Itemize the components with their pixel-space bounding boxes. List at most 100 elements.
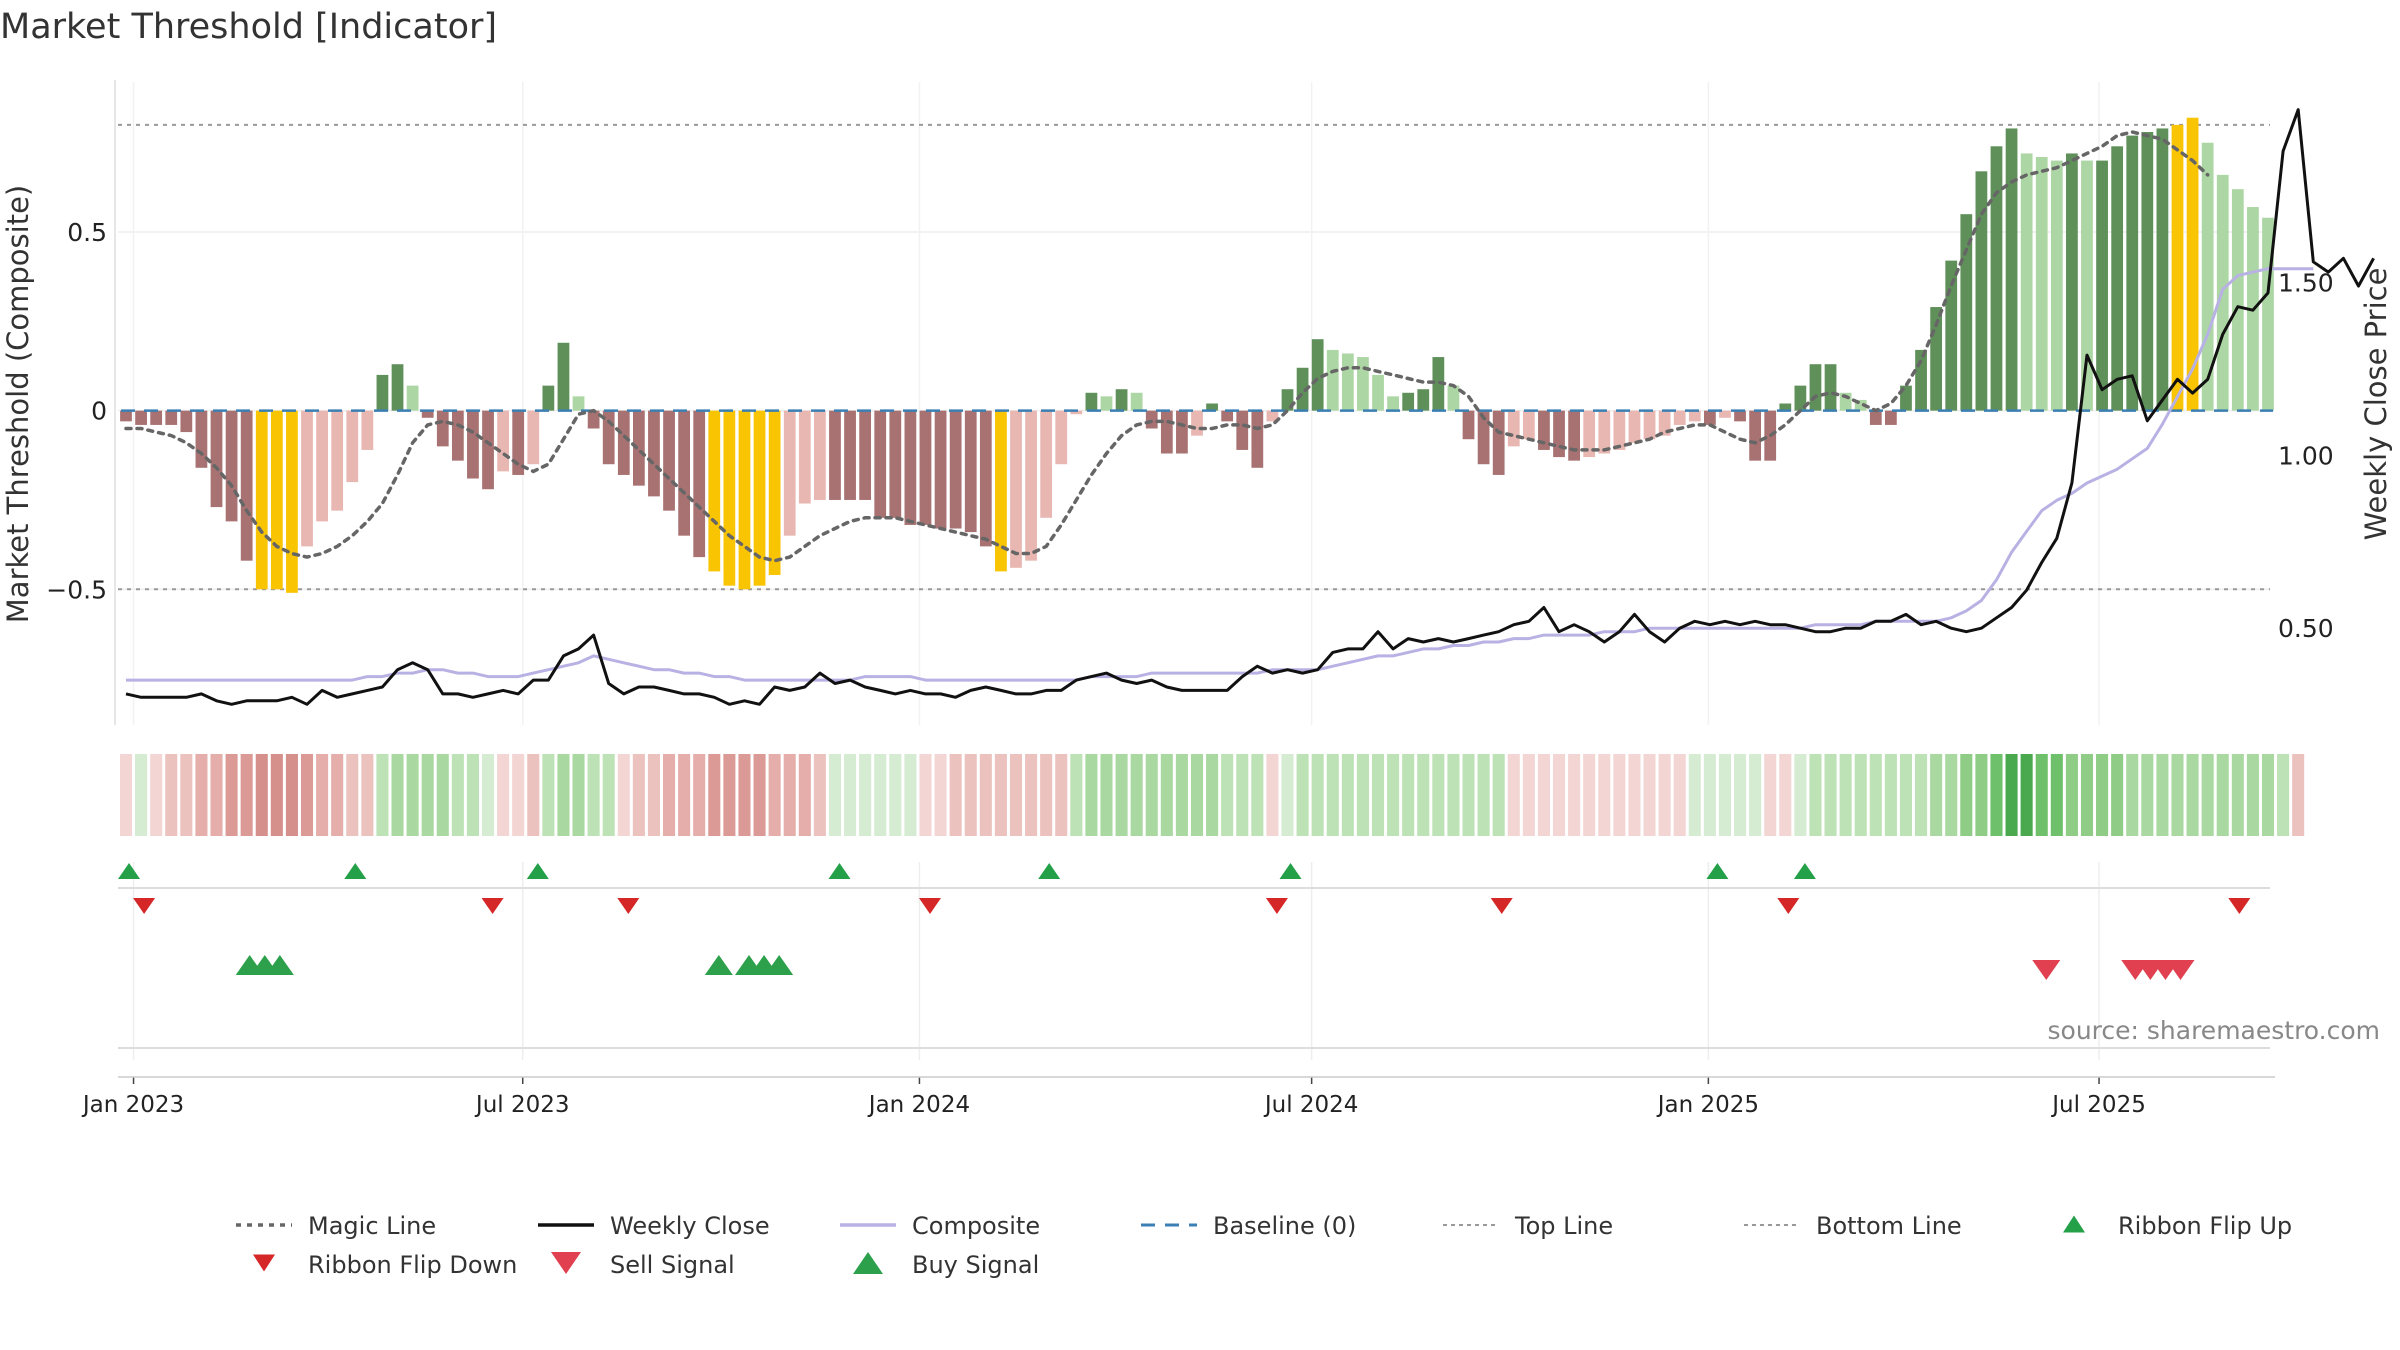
ribbon-cell [663,754,676,836]
ribbon-cell [1779,754,1792,836]
legend-label: Weekly Close [610,1212,770,1240]
ribbon-flip-up-markers [118,863,1816,879]
composite-bar [270,410,283,590]
composite-bar [1900,385,1912,411]
ribbon-cell [300,754,314,836]
ribbon-cell [723,754,736,836]
composite-bar [602,410,615,465]
composite-bar [1372,374,1384,411]
composite-bar [1010,410,1022,568]
composite-bar [1915,349,1927,411]
ribbon-cell [859,754,872,836]
composite-bar [1311,339,1324,411]
x-tick-label: Jan 2025 [1656,1092,1759,1118]
composite-bar [210,410,223,508]
ribbon-cell [1070,754,1083,836]
ribbon-cell [2246,754,2259,836]
x-tick-label: Jan 2024 [867,1092,970,1118]
ribbon-cell [2020,754,2033,836]
composite-bar [2141,132,2154,411]
ribbon-cell [1387,754,1400,836]
ribbon-cell [1854,754,1867,836]
ribbon-cell [1990,754,2003,836]
composite-bar [301,410,313,547]
ribbon-cell [361,754,374,836]
ribbon-cell [828,754,842,836]
composite-bar [2171,124,2184,411]
ribbon-cell [1190,754,1204,836]
ribbon-cell [557,754,570,836]
ribbon-cell [1492,754,1505,836]
composite-bar [286,410,298,593]
composite-bar [497,410,509,472]
ribbon-cell [904,754,917,836]
ribbon-cell [1598,754,1611,836]
composite-bar [482,410,494,490]
composite-bar [1598,410,1611,454]
ribbon-cell [1160,754,1173,836]
buy-signal-markers [235,955,794,975]
ribbon-cell [753,754,766,836]
composite-bar [1658,410,1671,436]
ribbon-cell [512,754,525,836]
composite-bar [798,410,811,504]
composite-bar [1251,410,1264,468]
composite-bar [1417,389,1430,411]
sell-signal-markers [2032,960,2195,980]
ribbon-flip-up-marker [1793,863,1816,879]
ribbon-cell [180,754,193,836]
composite-bar [2231,189,2244,411]
ribbon-cell [285,754,298,836]
ribbon-cell [1884,754,1897,836]
magic-line-group [124,130,2210,563]
composite-bar [708,410,721,572]
ribbon-cell [1236,754,1249,836]
ribbon-flip-down-marker [481,898,504,914]
ribbon-flip-down-marker [133,898,156,914]
signals-panel: Jan 2023 Jul 2023 Jan 2024 Jul 2024 Jan 2025… [81,862,2380,1118]
ribbon-cell [481,754,495,836]
composite-bar [1839,392,1852,411]
composite-bar [632,410,645,486]
composite-bar [572,396,585,411]
composite-bar [904,410,917,525]
composite-bar [361,410,374,450]
ribbon-cell [587,754,600,836]
composite-bar [1960,214,1973,411]
ribbon-cell [964,754,977,836]
composite-bar [814,410,826,500]
ribbon-cell [2141,754,2154,836]
ribbon-cell [844,754,857,836]
ribbon-flip-up-marker [526,863,549,879]
composite-bar [467,410,479,479]
ribbon-cell [2231,754,2244,836]
ribbon-cell [1568,754,1581,836]
ribbon-cell [240,754,253,836]
composite-bar [195,410,208,468]
composite-bar [1387,396,1399,411]
composite-bar [1221,410,1234,422]
ribbon-cell [1658,754,1671,836]
right-tick-label: 1.00 [2278,441,2334,470]
composite-bar [1688,410,1701,422]
ribbon-cell [2186,754,2199,836]
composite-bar [150,410,163,425]
composite-bar [995,410,1007,572]
composite-bar [2262,217,2274,411]
ribbon-cell [738,754,751,836]
ribbon-cell [1643,754,1656,836]
right-axis-label: Weekly Close Price [2359,268,2393,541]
left-axis-ticks: 0.5 0 −0.5 [46,218,107,604]
ribbon-flip-down-marker [1265,898,1288,914]
ribbon-cell [1341,754,1354,836]
sell-signal-marker [2032,960,2061,980]
composite-bar [331,410,344,511]
composite-bar [1719,410,1731,418]
ribbon-cell [2171,754,2184,836]
sell-signal-marker [2166,960,2195,980]
composite-bar [1206,403,1218,411]
ribbon-cell [451,754,464,836]
composite-bar [240,410,253,561]
x-gridlines-signals [132,862,2100,1084]
ribbon-cell [1115,754,1128,836]
